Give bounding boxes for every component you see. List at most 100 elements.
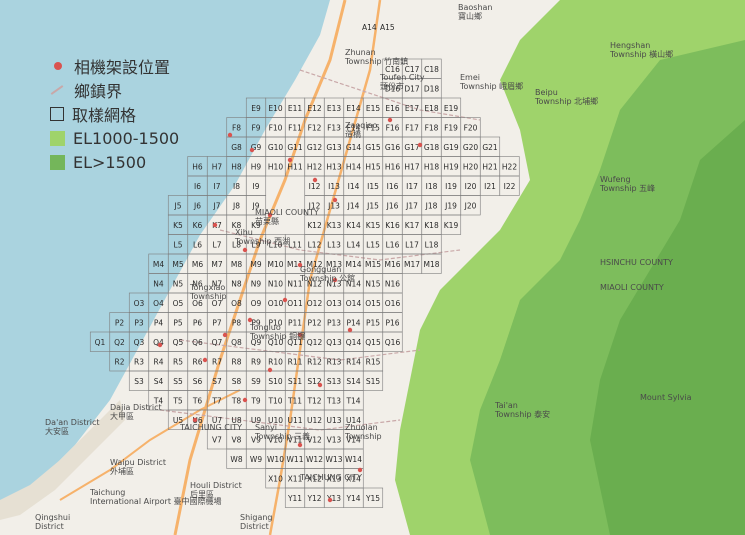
camera-marker[interactable] <box>247 317 253 323</box>
grid-cell[interactable] <box>460 195 481 216</box>
camera-marker[interactable] <box>387 117 393 123</box>
place-sublabel: District <box>35 522 64 531</box>
place-label: MIAOLI COUNTY <box>255 208 319 217</box>
camera-marker[interactable] <box>157 342 163 348</box>
grid-cell-label: D18 <box>424 84 440 93</box>
grid-cell-label: Q13 <box>326 338 342 347</box>
grid-cell-label: F11 <box>288 123 302 132</box>
grid-cell-label: O16 <box>385 299 401 308</box>
camera-locations <box>157 117 423 503</box>
grid-cell-label: N13 <box>326 279 341 288</box>
grid-cell-label: S6 <box>193 377 203 386</box>
grid-cell-label: I6 <box>194 182 201 191</box>
grid-cell-label: N4 <box>153 279 164 288</box>
grid-cell-label: S5 <box>173 377 183 386</box>
grid-cell-label: H6 <box>192 162 203 171</box>
grid-cell-label: M10 <box>267 260 283 269</box>
grid-cell-label: G17 <box>404 143 420 152</box>
place-sublabel: 大安區 <box>45 426 69 436</box>
grid-cell[interactable] <box>421 253 442 274</box>
grid-cell-label: V7 <box>212 435 222 444</box>
legend-el-high-label: EL>1500 <box>73 152 147 172</box>
camera-marker[interactable] <box>267 212 273 218</box>
camera-marker[interactable] <box>287 157 293 163</box>
grid-cell-label: W11 <box>287 455 304 464</box>
place-label: Zhuolan <box>345 423 378 432</box>
grid-cell-label: E14 <box>346 104 361 113</box>
place-sublabel: Township 三義 <box>254 431 310 441</box>
camera-marker[interactable] <box>332 277 338 283</box>
grid-cell-label: S7 <box>212 377 222 386</box>
camera-marker[interactable] <box>227 132 233 138</box>
camera-marker[interactable] <box>267 367 273 373</box>
camera-marker[interactable] <box>317 382 323 388</box>
place-label: Zaoqiao <box>345 121 377 130</box>
grid-cell-label: N9 <box>251 279 262 288</box>
grid-cell-label: T13 <box>326 396 341 405</box>
camera-marker[interactable] <box>347 327 353 333</box>
camera-marker[interactable] <box>297 332 303 338</box>
grid-cell-label: U13 <box>326 416 341 425</box>
grid-cell-label: Q2 <box>114 338 125 347</box>
camera-marker[interactable] <box>332 197 338 203</box>
place-label: Wufeng <box>600 175 631 184</box>
grid-cell[interactable] <box>440 214 462 235</box>
grid-cell[interactable] <box>362 487 384 508</box>
grid-cell-label: K14 <box>346 221 361 230</box>
camera-marker[interactable] <box>357 467 363 473</box>
grid-cell-label: J13 <box>327 201 340 210</box>
grid-cell[interactable] <box>362 370 384 391</box>
grid-cell-label: I16 <box>387 182 399 191</box>
camera-marker[interactable] <box>242 397 248 403</box>
grid-cell-label: N12 <box>307 279 322 288</box>
place-label: Taichung <box>89 488 125 497</box>
grid-cell-label: M15 <box>365 260 381 269</box>
place-sublabel: 外埔區 <box>110 466 134 476</box>
grid-cell-label: P8 <box>232 318 242 327</box>
grid-cell-label: P14 <box>346 318 360 327</box>
camera-marker[interactable] <box>192 417 198 423</box>
legend-boundary-label: 鄉鎮界 <box>74 82 123 101</box>
camera-marker[interactable] <box>202 357 208 363</box>
grid-cell-label: H22 <box>502 162 517 171</box>
grid-cell[interactable] <box>382 331 403 352</box>
place-label: TAICHUNG CITY <box>179 423 242 432</box>
grid-cell-label: F18 <box>425 123 439 132</box>
grid-cell-label: G20 <box>463 143 479 152</box>
grid-cell-label: E12 <box>307 104 322 113</box>
grid-cell-label: E15 <box>366 104 381 113</box>
camera-marker[interactable] <box>222 332 228 338</box>
camera-marker[interactable] <box>242 247 248 253</box>
grid-cell-label: M14 <box>345 260 361 269</box>
camera-marker[interactable] <box>297 442 303 448</box>
grid-cell-label: L13 <box>327 240 341 249</box>
camera-marker[interactable] <box>297 262 303 268</box>
grid-cell-label: K12 <box>307 221 322 230</box>
camera-marker[interactable] <box>327 497 333 503</box>
grid-cell[interactable] <box>499 175 520 196</box>
place-sublabel: Township 銅鑼 <box>249 331 305 341</box>
grid-cell-label: E16 <box>385 104 400 113</box>
camera-dot-icon <box>54 62 62 70</box>
grid-cell-label: O13 <box>326 299 342 308</box>
grid-cell-label: S3 <box>134 377 144 386</box>
camera-marker[interactable] <box>249 147 255 153</box>
grid-cell-label: M4 <box>153 260 164 269</box>
grid-cell-label: S13 <box>327 377 342 386</box>
camera-marker[interactable] <box>417 142 423 148</box>
legend-camera-label: 相機架設位置 <box>74 58 171 77</box>
grid-cell-label: M6 <box>192 260 203 269</box>
grid-cell-label: H19 <box>443 162 458 171</box>
camera-marker[interactable] <box>282 297 288 303</box>
grid-cell-label: I7 <box>214 182 221 191</box>
camera-marker[interactable] <box>212 222 218 228</box>
grid-cell-label: G12 <box>307 143 323 152</box>
grid-cell-label: J14 <box>347 201 360 210</box>
grid-cell-label: O3 <box>134 299 145 308</box>
grid-cell-label: E13 <box>327 104 342 113</box>
grid-cell-label: N8 <box>231 279 242 288</box>
camera-marker[interactable] <box>312 177 318 183</box>
